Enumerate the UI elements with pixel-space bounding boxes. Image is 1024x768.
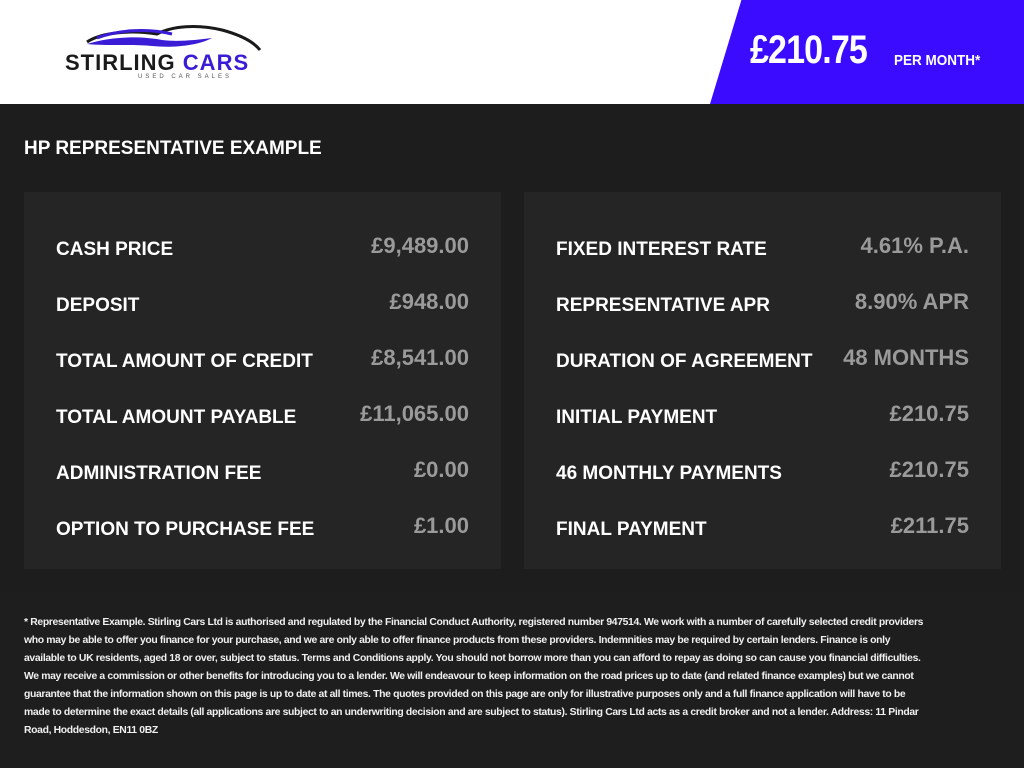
finance-value: 8.90% APR <box>854 289 969 314</box>
finance-label: DEPOSIT <box>56 295 140 316</box>
finance-row: INITIAL PAYMENT £210.75 <box>556 386 969 442</box>
header: STIRLING CARS USED CAR SALES £210.75 PER… <box>0 0 1024 104</box>
disclaimer-text: * Representative Example. Stirling Cars … <box>24 617 924 736</box>
finance-label: CASH PRICE <box>56 239 174 260</box>
finance-row: DEPOSIT £948.00 <box>56 274 469 330</box>
finance-value: £948.00 <box>389 289 469 314</box>
finance-value: £11,065.00 <box>360 401 469 426</box>
finance-label: OPTION TO PURCHASE FEE <box>56 519 315 540</box>
finance-label: FIXED INTEREST RATE <box>556 239 767 260</box>
finance-value: £210.75 <box>889 457 969 482</box>
finance-panel-left: CASH PRICE £9,489.00 DEPOSIT £948.00 TOTAL A… <box>24 192 501 569</box>
finance-value: £211.75 <box>890 513 969 538</box>
finance-row: REPRESENTATIVE APR 8.90% APR <box>556 274 969 330</box>
stirling-cars-logo: STIRLING CARS USED CAR SALES <box>62 20 284 84</box>
per-month-label: PER MONTH* <box>894 52 981 69</box>
finance-value: 4.61% P.A. <box>860 233 969 258</box>
car-silhouette-icon <box>86 25 262 51</box>
finance-row: CASH PRICE £9,489.00 <box>56 218 469 274</box>
logo-tagline: USED CAR SALES <box>138 74 233 80</box>
finance-label: REPRESENTATIVE APR <box>556 295 770 316</box>
finance-row: OPTION TO PURCHASE FEE £1.00 <box>56 498 469 554</box>
finance-row: FINAL PAYMENT £211.75 <box>556 498 969 554</box>
section-title: HP REPRESENTATIVE EXAMPLE <box>24 138 322 159</box>
finance-label: FINAL PAYMENT <box>556 519 707 540</box>
finance-value: 48 MONTHS <box>843 345 969 370</box>
finance-label: ADMINISTRATION FEE <box>56 463 262 484</box>
finance-label: TOTAL AMOUNT OF CREDIT <box>56 351 313 372</box>
disclaimer-section: * Representative Example. Stirling Cars … <box>0 592 1024 768</box>
finance-row: DURATION OF AGREEMENT 48 MONTHS <box>556 330 969 386</box>
hp-representative-example: HP REPRESENTATIVE EXAMPLE CASH PRICE £9,4… <box>0 104 1024 592</box>
finance-label: TOTAL AMOUNT PAYABLE <box>56 407 297 428</box>
monthly-price-banner: £210.75 PER MONTH* <box>710 0 1024 104</box>
finance-label: 46 MONTHLY PAYMENTS <box>556 463 782 484</box>
finance-label: INITIAL PAYMENT <box>556 407 718 428</box>
finance-value: £9,489.00 <box>371 233 469 258</box>
finance-value: £0.00 <box>413 457 469 482</box>
monthly-price: £210.75 <box>750 28 868 72</box>
finance-row: TOTAL AMOUNT PAYABLE £11,065.00 <box>56 386 469 442</box>
finance-panel-right: FIXED INTEREST RATE 4.61% P.A. REPRESENTAT… <box>524 192 1001 569</box>
finance-value: £1.00 <box>413 513 469 538</box>
finance-value: £8,541.00 <box>371 345 469 370</box>
finance-value: £210.75 <box>889 401 969 426</box>
logo-name: STIRLING CARS <box>65 50 250 75</box>
finance-row: FIXED INTEREST RATE 4.61% P.A. <box>556 218 969 274</box>
finance-row: ADMINISTRATION FEE £0.00 <box>56 442 469 498</box>
finance-row: TOTAL AMOUNT OF CREDIT £8,541.00 <box>56 330 469 386</box>
finance-row: 46 MONTHLY PAYMENTS £210.75 <box>556 442 969 498</box>
finance-label: DURATION OF AGREEMENT <box>556 351 813 372</box>
